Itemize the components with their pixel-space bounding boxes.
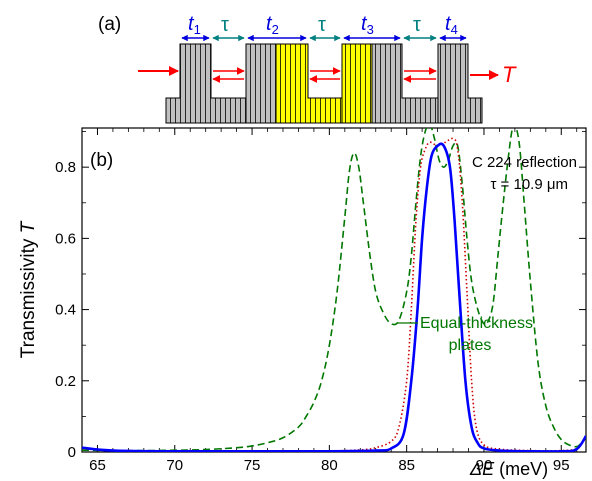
transmitted-label: T	[502, 62, 517, 87]
panel-b-chart: 65 70 75 80 85 90 95 0 0.2 0.4 0.6 0.8 (b) C 224 re…	[18, 127, 587, 479]
x-tick-label: 90	[476, 457, 493, 474]
series-equal-thickness-curve	[82, 128, 586, 452]
x-axis-title: ΔE (meV)	[469, 459, 548, 479]
annotation-tau: τ = 10.9 μm	[490, 176, 568, 193]
crystal-slab-3-highlight	[341, 43, 373, 124]
crystal-slab-2-base	[245, 43, 277, 124]
series-solid-curve	[82, 142, 586, 452]
crystal-slab-1	[165, 43, 247, 124]
callout-line-2: plates	[449, 337, 492, 354]
x-tick-label: 95	[553, 457, 570, 474]
t4-label: t4	[445, 13, 458, 37]
y-tick-label: 0.6	[55, 230, 76, 247]
x-tick-label: 70	[166, 457, 183, 474]
y-axis-title: Transmissivity T	[18, 220, 39, 358]
series-curves	[82, 128, 586, 452]
panel-b-label: (b)	[90, 150, 113, 171]
tau-label-3: τ	[413, 14, 421, 36]
annotation-reflection: C 224 reflection	[472, 154, 577, 171]
y-tick-label: 0.8	[55, 159, 76, 176]
x-tick-label: 85	[398, 457, 415, 474]
panel-a-schematic: (a) t1 t2 t3 t4 τ τ τ	[98, 13, 517, 124]
x-tick-label: 75	[244, 457, 261, 474]
tau-label-1: τ	[221, 14, 229, 36]
panel-a-label: (a)	[98, 14, 121, 35]
t1-label: t1	[188, 13, 201, 37]
crystal-slab-4	[437, 43, 483, 124]
t2-label: t2	[266, 13, 279, 37]
x-tick-label: 80	[321, 457, 338, 474]
y-tick-label: 0.4	[55, 302, 76, 319]
callout-line-1: Equal-thickness	[420, 315, 533, 332]
crystal-slab-2-highlight	[275, 43, 343, 124]
y-tick-label: 0	[68, 444, 76, 461]
x-tick-label: 65	[89, 457, 106, 474]
tick-labels: 65 70 75 80 85 90 95 0 0.2 0.4 0.6 0.8	[55, 159, 569, 474]
crystal-slab-3-base	[371, 43, 439, 124]
tau-label-2: τ	[318, 14, 326, 36]
y-tick-label: 0.2	[55, 373, 76, 390]
t3-label: t3	[361, 13, 374, 37]
